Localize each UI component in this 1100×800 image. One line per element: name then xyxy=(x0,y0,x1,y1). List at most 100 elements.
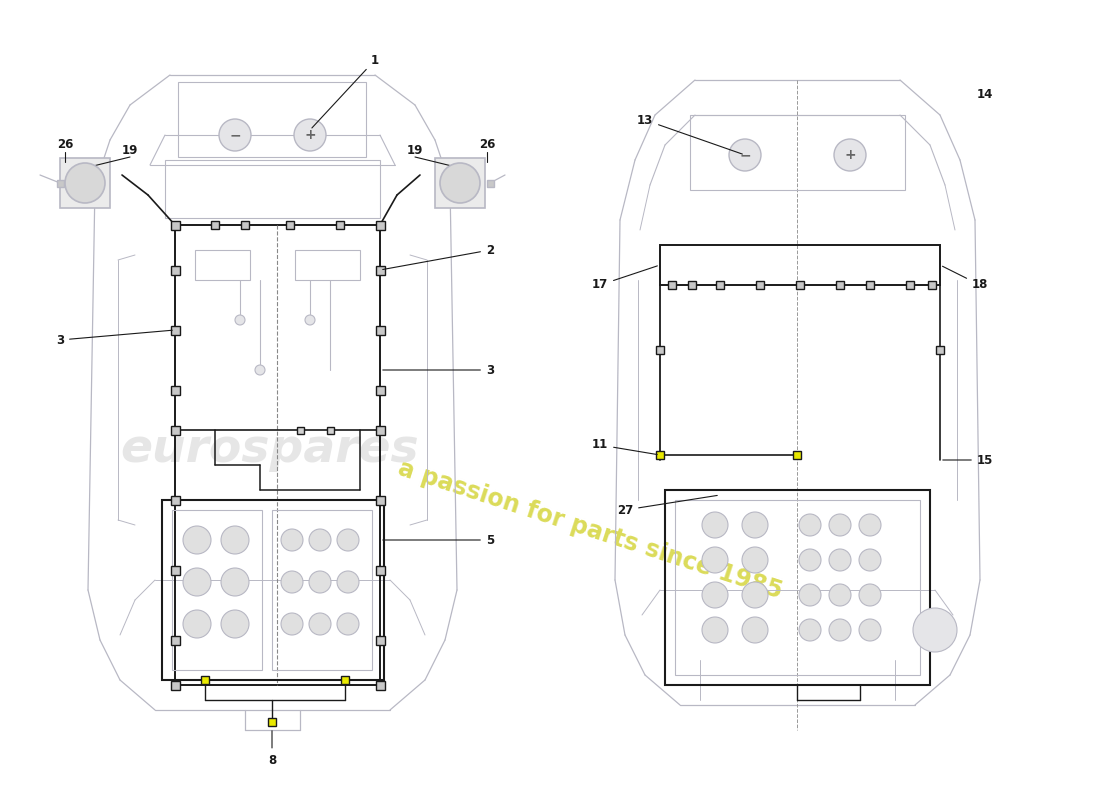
Bar xyxy=(836,281,844,289)
Circle shape xyxy=(829,584,851,606)
Circle shape xyxy=(742,512,768,538)
Bar xyxy=(906,281,914,289)
Bar xyxy=(195,250,250,280)
Bar xyxy=(336,221,344,229)
Bar xyxy=(341,676,349,684)
Circle shape xyxy=(337,529,359,551)
Bar xyxy=(297,426,304,434)
Circle shape xyxy=(183,610,211,638)
Circle shape xyxy=(280,613,302,635)
Text: 3: 3 xyxy=(383,363,494,377)
Bar xyxy=(295,250,360,280)
Bar xyxy=(170,495,179,505)
Circle shape xyxy=(221,526,249,554)
Circle shape xyxy=(440,163,480,203)
Bar xyxy=(60,158,110,208)
Bar xyxy=(756,281,764,289)
Text: 2: 2 xyxy=(383,243,494,270)
Text: 8: 8 xyxy=(268,730,276,766)
Text: 15: 15 xyxy=(943,454,993,466)
Text: +: + xyxy=(305,128,316,142)
Circle shape xyxy=(702,582,728,608)
Text: 27: 27 xyxy=(617,495,717,517)
Bar xyxy=(375,681,385,690)
Bar xyxy=(434,158,485,208)
Circle shape xyxy=(859,549,881,571)
Circle shape xyxy=(799,514,821,536)
Circle shape xyxy=(742,617,768,643)
Bar xyxy=(56,179,64,186)
Text: 19: 19 xyxy=(407,143,424,157)
Bar xyxy=(170,221,179,230)
Circle shape xyxy=(221,610,249,638)
Bar xyxy=(675,500,920,675)
Bar xyxy=(170,566,179,574)
Circle shape xyxy=(702,547,728,573)
Circle shape xyxy=(702,617,728,643)
Bar xyxy=(486,179,494,186)
Circle shape xyxy=(702,512,728,538)
Bar xyxy=(375,386,385,394)
Bar xyxy=(928,281,936,289)
Circle shape xyxy=(305,315,315,325)
Text: 18: 18 xyxy=(943,266,988,291)
Bar xyxy=(375,635,385,645)
Bar xyxy=(666,490,930,685)
Text: 14: 14 xyxy=(977,89,993,102)
Circle shape xyxy=(337,613,359,635)
Circle shape xyxy=(729,139,761,171)
Bar xyxy=(201,676,209,684)
Bar xyxy=(668,281,676,289)
Bar xyxy=(178,82,366,157)
Bar xyxy=(656,451,664,459)
Circle shape xyxy=(294,119,326,151)
Bar xyxy=(375,426,385,434)
Circle shape xyxy=(913,608,957,652)
Circle shape xyxy=(834,139,866,171)
Bar xyxy=(327,426,333,434)
Bar xyxy=(375,221,385,230)
Text: +: + xyxy=(844,148,856,162)
Text: a passion for parts since 1985: a passion for parts since 1985 xyxy=(395,456,785,604)
Text: 11: 11 xyxy=(592,438,658,454)
Circle shape xyxy=(280,529,302,551)
Bar xyxy=(172,510,262,670)
Circle shape xyxy=(799,619,821,641)
Circle shape xyxy=(235,315,245,325)
Bar xyxy=(375,566,385,574)
Circle shape xyxy=(859,514,881,536)
Text: −: − xyxy=(739,148,751,162)
Bar xyxy=(660,245,940,285)
Bar xyxy=(268,718,276,726)
Bar xyxy=(688,281,696,289)
Circle shape xyxy=(280,571,302,593)
Bar xyxy=(170,326,179,334)
Bar xyxy=(170,426,179,434)
Circle shape xyxy=(829,619,851,641)
Text: 13: 13 xyxy=(637,114,743,154)
Bar xyxy=(165,160,380,218)
Bar xyxy=(272,510,372,670)
Bar xyxy=(375,495,385,505)
Text: 26: 26 xyxy=(57,138,74,151)
Bar xyxy=(375,266,385,274)
Circle shape xyxy=(309,613,331,635)
Text: 17: 17 xyxy=(592,266,658,291)
Circle shape xyxy=(829,514,851,536)
Text: 26: 26 xyxy=(478,138,495,151)
Circle shape xyxy=(255,365,265,375)
Circle shape xyxy=(309,529,331,551)
Circle shape xyxy=(309,571,331,593)
Text: 1: 1 xyxy=(312,54,380,128)
Text: 5: 5 xyxy=(383,534,494,546)
Text: eurospares: eurospares xyxy=(121,427,419,473)
Bar xyxy=(170,386,179,394)
Bar xyxy=(936,346,944,354)
Text: −: − xyxy=(229,128,241,142)
Bar xyxy=(866,281,874,289)
Circle shape xyxy=(221,568,249,596)
Circle shape xyxy=(859,584,881,606)
Bar xyxy=(716,281,724,289)
Bar xyxy=(690,115,905,190)
Circle shape xyxy=(183,526,211,554)
